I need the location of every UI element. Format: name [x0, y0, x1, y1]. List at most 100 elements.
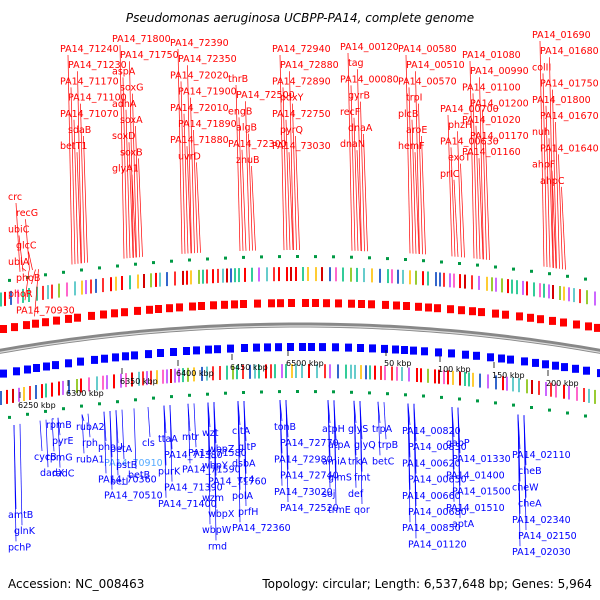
- bottom-feature-band: [125, 373, 127, 388]
- top-gene-leader: [485, 141, 490, 261]
- top-gene-leader: [177, 48, 183, 254]
- top-feature-band: [409, 270, 411, 285]
- bottom-feature-band: [526, 379, 528, 394]
- top-gene-leader: [561, 186, 566, 270]
- top-gene-leader: [353, 117, 359, 251]
- bottom-gene-leader: [413, 403, 417, 539]
- top-gene-leader: [186, 146, 192, 254]
- top-gene-leader: [447, 114, 453, 257]
- bottom-gene-label: aptA: [452, 519, 475, 530]
- bottom-feature-band: [380, 365, 382, 380]
- bottom-gene-label: rmd: [208, 541, 227, 552]
- kbp-tick-labels: 6250 kbp 6300 kbp 6350 kbp 6400 kbp 6450 kbp…: [18, 350, 579, 410]
- gc-dot: [116, 264, 119, 268]
- top-feature-band: [290, 267, 292, 281]
- bottom-feature-band: [583, 388, 585, 402]
- bottom-gene-leader: [333, 400, 337, 505]
- gc-dot: [404, 258, 407, 261]
- bottom-gene-leader: [121, 409, 125, 460]
- bottom-feature-band: [232, 365, 234, 380]
- top-gene-label: recF: [340, 107, 360, 118]
- bottom-feature-band: [568, 385, 570, 400]
- top-feature-band: [129, 275, 131, 290]
- top-gene-leader: [18, 235, 24, 272]
- top-feature-band: [137, 274, 139, 289]
- bottom-feature-band: [416, 368, 418, 382]
- top-gene-leader: [70, 87, 76, 265]
- bottom-strand-gene: [410, 346, 417, 355]
- top-gene-label: PA14_70930: [16, 305, 75, 316]
- bottom-gene-label: PA14_72770: [280, 438, 339, 449]
- bottom-strand-gene: [357, 344, 364, 352]
- top-gene-label: recG: [16, 208, 38, 219]
- bottom-gene-label: def: [348, 489, 364, 500]
- bottom-gene-leader: [407, 403, 411, 523]
- bottom-gene-label: trpA: [372, 424, 393, 435]
- gc-dot: [134, 398, 137, 402]
- top-feature-band: [552, 285, 554, 299]
- bottom-gene-leader: [517, 414, 521, 547]
- bottom-feature-band: [472, 372, 474, 387]
- top-feature-band: [363, 268, 365, 283]
- top-feature-band: [356, 267, 358, 282]
- top-gene-label: PA14_72020: [170, 70, 229, 81]
- top-strand-gene: [492, 309, 499, 318]
- top-gene-label: adhA: [112, 99, 137, 110]
- bottom-gene-label: PA14_73020: [274, 487, 333, 498]
- bottom-gene-leader: [133, 408, 137, 470]
- top-feature-band: [121, 276, 123, 290]
- top-gene-label: PA14_71230: [68, 60, 127, 71]
- top-feature-band: [495, 277, 497, 292]
- bottom-strand-gene: [214, 345, 221, 354]
- genome-summary: Topology: circular; Length: 6,537,648 bp…: [261, 577, 592, 591]
- gc-dot: [440, 395, 443, 399]
- accession-label: Accession: NC_008463: [8, 577, 144, 591]
- top-feature-band: [342, 267, 344, 282]
- gc-dot: [242, 255, 245, 259]
- top-feature-band: [511, 279, 513, 294]
- bottom-feature-band: [29, 386, 31, 400]
- top-feature-band: [51, 284, 53, 299]
- top-gene-label: PA14_71170: [60, 76, 119, 87]
- top-feature-band: [533, 282, 535, 297]
- top-feature-band: [486, 276, 488, 291]
- gc-dot: [170, 395, 173, 399]
- top-feature-band: [166, 272, 168, 287]
- bottom-gene-label: cls: [142, 438, 155, 449]
- top-strand-gene: [573, 320, 580, 329]
- gc-dot: [548, 408, 551, 412]
- gc-dot: [62, 407, 65, 411]
- bottom-gene-leader: [279, 400, 283, 486]
- bottom-gene-leader: [187, 403, 191, 464]
- top-feature-band: [507, 279, 509, 294]
- bottom-feature-band: [113, 374, 115, 389]
- gc-dot: [44, 273, 47, 277]
- top-gene-label: pyrQ: [280, 125, 303, 136]
- backbone-arc: [0, 322, 600, 354]
- bottom-feature-band: [182, 368, 184, 383]
- bottom-gene-label: rubA1: [76, 454, 105, 465]
- bottom-feature-band: [495, 375, 497, 390]
- kbp-tick-label: 6250 kbp: [18, 401, 56, 410]
- kbp-tick-label: 6400 kbp: [176, 369, 214, 378]
- bottom-gene-label: pchP: [8, 542, 31, 553]
- bottom-strand-gene: [77, 357, 84, 366]
- bottom-feature-band: [193, 367, 195, 382]
- bottom-feature-band: [308, 364, 310, 378]
- top-feature-band: [251, 267, 253, 282]
- top-gene-label: PA14_71880: [170, 135, 229, 146]
- bottom-gene-label: wzt: [202, 428, 219, 439]
- gc-dot: [512, 267, 515, 271]
- top-gene-leader: [288, 152, 294, 251]
- bottom-feature-band: [156, 370, 158, 385]
- bottom-gene-label: PA14_00820: [402, 426, 461, 437]
- top-gene-label: sdaB: [68, 125, 91, 136]
- bottom-gene-label: gltP: [238, 442, 256, 453]
- top-gene-label: plcB: [398, 109, 418, 120]
- bottom-gene-label: dsbA: [232, 458, 256, 469]
- bottom-strand-gene: [145, 350, 152, 359]
- bottom-feature-band: [391, 366, 393, 381]
- bottom-feature-band: [242, 365, 244, 379]
- top-gene-label: PA14_72890: [272, 76, 331, 87]
